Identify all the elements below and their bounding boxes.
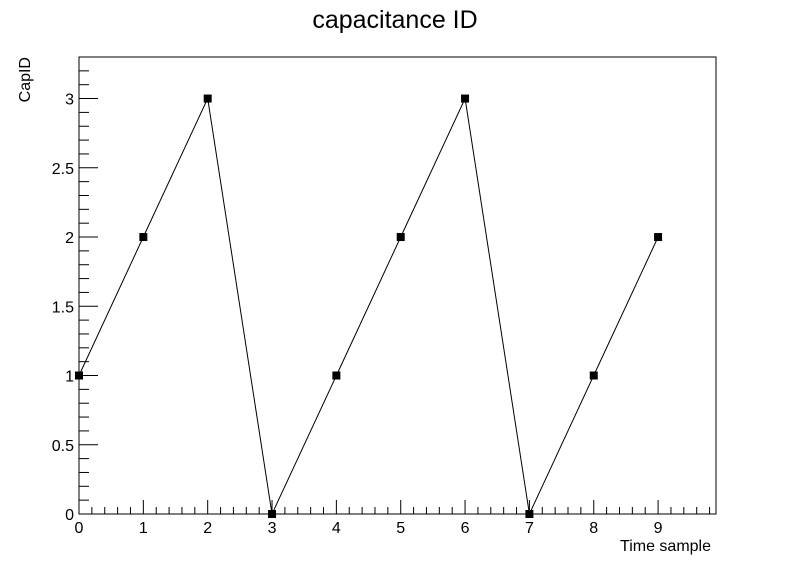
x-tick-label: 1 [139, 520, 148, 537]
data-point-marker [268, 510, 277, 518]
data-point-marker [654, 233, 663, 242]
y-axis: 0 0.5 1 1.5 2 2.5 3 [52, 56, 98, 524]
plot-frame [78, 56, 717, 515]
data-point-marker [525, 510, 534, 518]
x-tick-label: 9 [654, 520, 663, 537]
data-point-marker [589, 371, 598, 380]
data-point-marker [396, 233, 405, 242]
chart-title: capacitance ID [312, 6, 477, 34]
data-point-marker [139, 233, 148, 242]
data-point-marker [332, 371, 341, 380]
data-point-marker [75, 371, 83, 380]
x-axis: 0 1 2 3 4 5 6 7 8 9 [75, 500, 711, 537]
series-line [78, 96, 659, 516]
data-point-marker [203, 94, 212, 103]
x-tick-label: 5 [396, 520, 405, 537]
x-tick-label: 8 [589, 520, 598, 537]
x-tick-label: 6 [461, 520, 470, 537]
x-tick-label: 3 [268, 520, 277, 537]
x-tick-label: 2 [203, 520, 212, 537]
data-point-marker [461, 94, 470, 103]
series-markers [75, 94, 663, 518]
y-tick-label: 1.5 [52, 299, 74, 316]
y-axis-label: CapID [17, 57, 34, 102]
y-tick-label: 2 [65, 230, 74, 247]
y-tick-label: 2.5 [52, 161, 74, 178]
x-tick-label: 7 [525, 520, 534, 537]
x-tick-label: 4 [332, 520, 341, 537]
x-tick-label: 0 [75, 520, 84, 537]
y-tick-label: 0 [65, 507, 74, 524]
x-axis-label: Time sample [620, 538, 711, 555]
y-tick-label: 3 [65, 92, 74, 109]
y-tick-label: 0.5 [52, 438, 74, 455]
y-tick-label: 1 [65, 369, 74, 386]
